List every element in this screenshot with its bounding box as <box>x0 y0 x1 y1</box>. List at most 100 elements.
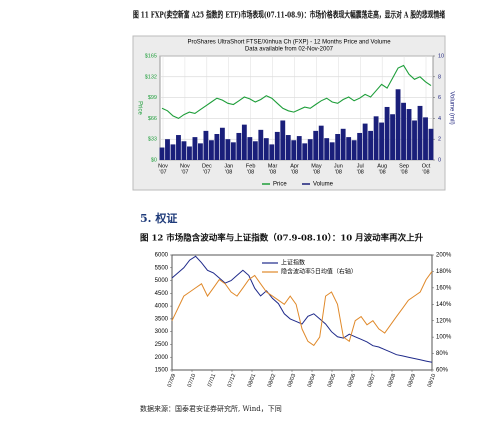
x-tick-label: 08/10 <box>427 373 437 388</box>
y-tick-label: 3000 <box>155 329 169 335</box>
legend-label: 上证指数 <box>281 259 305 267</box>
x-tick-label: Dec <box>202 163 212 169</box>
x-tick-label: 08/05 <box>327 373 337 388</box>
source-note: 数据来源：国泰君安证券研究所, Wind，下同 <box>140 404 282 413</box>
y2-tick-label: 160% <box>436 285 452 291</box>
x-tick-label: '07 <box>159 169 166 175</box>
x-tick-label: '08 <box>357 169 364 175</box>
x-tick-label: 08/08 <box>387 373 397 388</box>
y-tick-label: 5500 <box>155 265 169 271</box>
y-tick-label: $165 <box>145 53 157 59</box>
volume-bar <box>198 143 203 160</box>
x-tick-label: May <box>311 163 322 169</box>
volume-bar <box>187 146 192 160</box>
y2-tick-label: 8 <box>438 74 441 80</box>
x-tick-label: '07 <box>203 169 210 175</box>
y-tick-label: 5000 <box>155 278 169 284</box>
volume-bar <box>214 134 220 160</box>
y-tick-label: $66 <box>148 116 157 122</box>
volume-bar <box>423 117 428 160</box>
volume-bar <box>379 122 385 160</box>
volume-bar <box>401 102 406 160</box>
x-tick-label: Jun <box>334 163 343 169</box>
y2-tick-label: 200% <box>436 253 452 259</box>
x-tick-label: Nov <box>180 163 190 169</box>
y2-tick-label: 2 <box>438 137 441 143</box>
x-tick-label: '08 <box>379 169 386 175</box>
volume-bar <box>230 142 236 160</box>
section-heading: 5. 权证 <box>140 211 177 225</box>
volume-bar <box>170 144 176 160</box>
y-tick-label: 4500 <box>155 291 169 297</box>
volume-bar <box>208 140 214 160</box>
volume-bar <box>285 135 291 160</box>
volume-bar <box>181 141 187 160</box>
volume-bar <box>412 120 417 160</box>
x-tick-label: Oct <box>422 163 431 169</box>
volume-bar <box>263 138 269 160</box>
volume-bar <box>318 125 324 160</box>
x-tick-label: Jan <box>224 163 233 169</box>
x-tick-label: '08 <box>400 169 407 175</box>
y2-tick-label: 10 <box>438 53 444 59</box>
volume-bar <box>428 128 434 160</box>
series-line <box>171 255 433 363</box>
x-tick-label: 08/03 <box>287 373 297 388</box>
y2-tick-label: 100% <box>436 335 452 341</box>
x-tick-label: 08/06 <box>347 373 357 388</box>
price-line <box>161 64 432 120</box>
volume-bar <box>390 114 395 160</box>
x-tick-label: 07/10 <box>187 373 197 388</box>
legend-label: 隐含波动率5日均值（右轴） <box>281 268 357 276</box>
volume-bar <box>357 132 363 160</box>
volume-bar <box>252 141 258 160</box>
x-tick-label: '08 <box>269 169 276 175</box>
y2-tick-label: 80% <box>436 351 449 357</box>
x-tick-label: '08 <box>247 169 254 175</box>
y-tick-label: 2500 <box>155 342 169 348</box>
volume-bar <box>302 143 308 160</box>
volume-bar <box>340 128 346 160</box>
y-axis-label: Price <box>136 101 142 115</box>
x-tick-label: '08 <box>335 169 342 175</box>
volume-bar <box>351 140 357 160</box>
y-tick-label: 6000 <box>155 253 169 259</box>
x-tick-label: 07/09 <box>167 373 177 388</box>
volume-bar <box>296 136 302 160</box>
y-tick-label: $33 <box>148 137 157 143</box>
x-tick-label: Nov <box>158 163 168 169</box>
figure-caption: 图 12 市场隐含波动率与上证指数（07.9-08.10）：10 月波动率再次上… <box>140 233 424 244</box>
x-tick-label: Mar <box>268 163 278 169</box>
y-tick-label: $132 <box>145 74 157 80</box>
volume-bar <box>406 109 412 160</box>
x-tick-label: 08/02 <box>267 373 277 388</box>
volume-bar <box>324 138 330 160</box>
chart-title: ProShares UltraShort FTSE/Xinhua Ch (FXP… <box>187 40 391 46</box>
volume-bar <box>258 129 264 160</box>
y-tick-label: 4000 <box>155 304 169 310</box>
volume-bar <box>159 147 165 160</box>
x-tick-label: 07/12 <box>227 373 237 388</box>
legend-label: Price <box>273 182 287 188</box>
x-tick-label: Sep <box>399 163 409 169</box>
y-tick-label: $0 <box>151 157 157 163</box>
volume-bar <box>417 105 423 160</box>
y2-tick-label: 60% <box>436 368 449 374</box>
figure-caption: 图 11 FXP(卖空新富 A25 指数的 ETF)市场表现(07.11-08.… <box>133 10 445 21</box>
y2-tick-label: 6 <box>438 95 441 101</box>
volume-bar <box>241 124 247 160</box>
series-line <box>171 271 433 347</box>
volume-bar <box>362 123 368 160</box>
volume-bar <box>225 139 231 160</box>
x-tick-label: Jul <box>357 163 364 169</box>
y-tick-label: 3500 <box>155 316 169 322</box>
volume-bar <box>236 132 242 160</box>
x-tick-label: Aug <box>377 163 387 169</box>
volume-bar <box>165 139 170 160</box>
volume-bar <box>291 140 297 160</box>
x-tick-label: '08 <box>422 169 429 175</box>
volume-bar <box>307 139 313 160</box>
x-tick-label: 08/09 <box>407 373 417 388</box>
x-tick-label: '08 <box>313 169 320 175</box>
